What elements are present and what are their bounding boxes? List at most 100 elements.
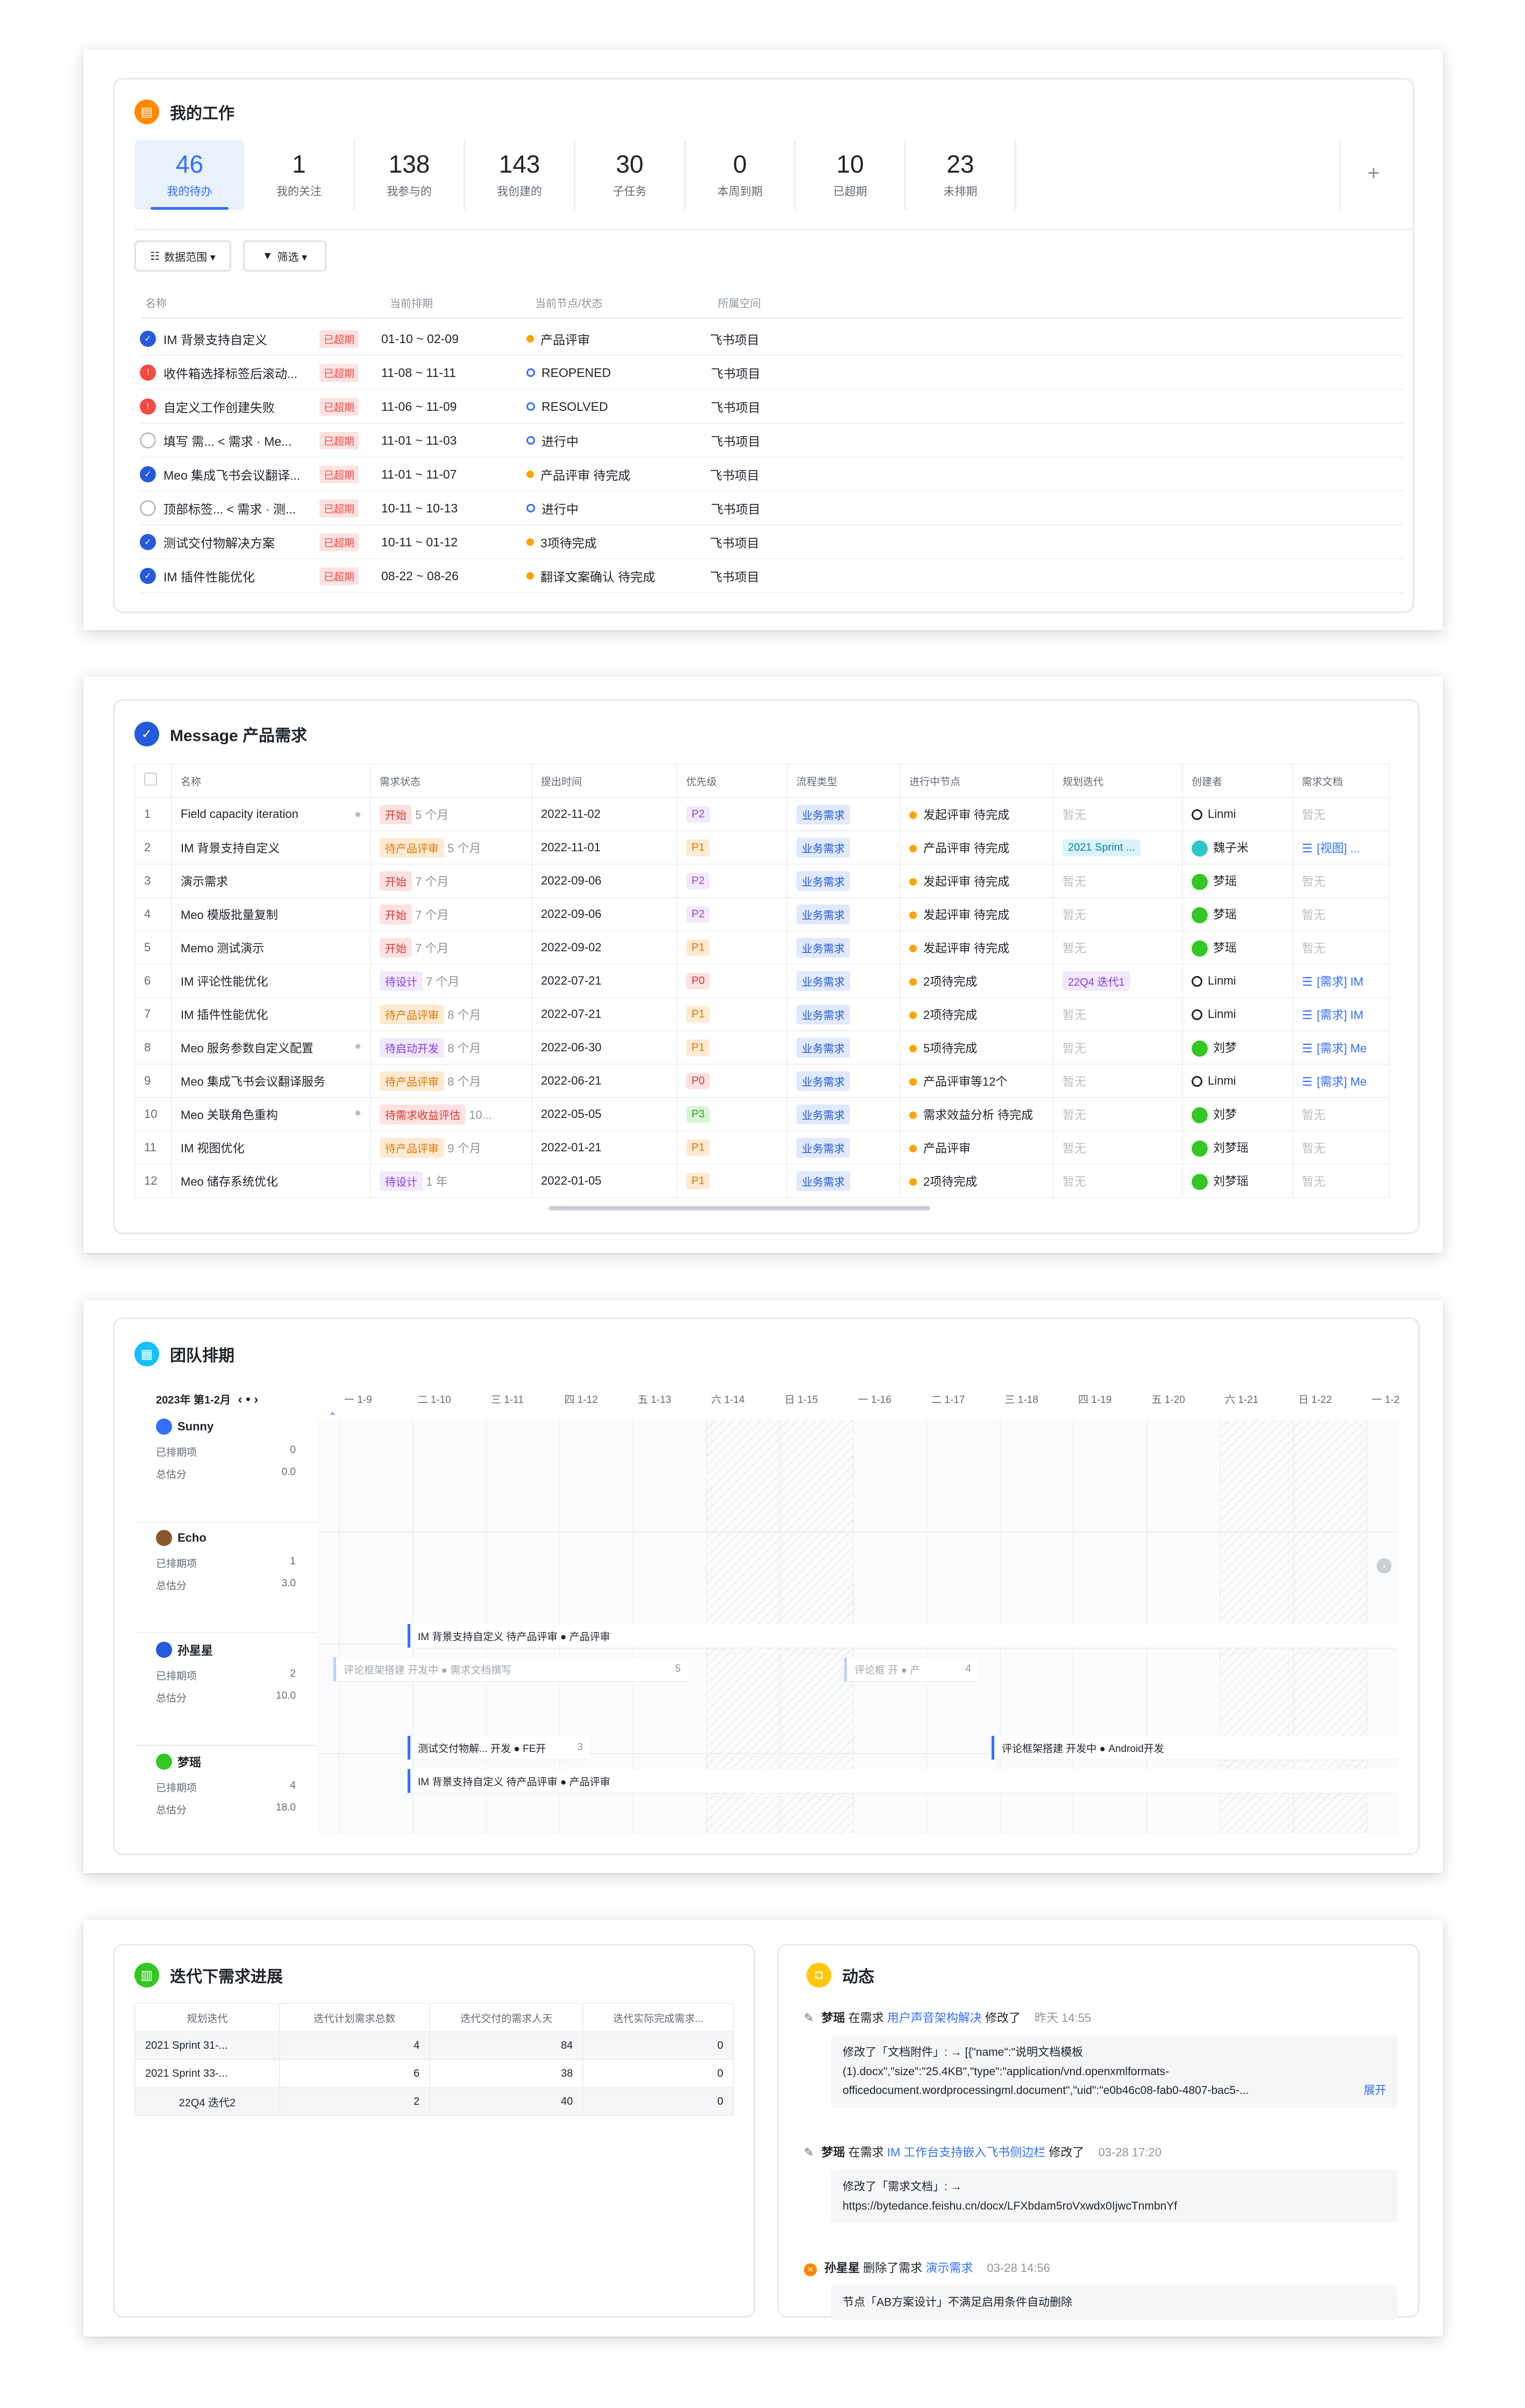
status-cell[interactable]: 开始 7 个月 bbox=[370, 864, 532, 898]
col-header[interactable]: 名称 bbox=[171, 764, 371, 798]
iteration-cell[interactable]: 暂无 bbox=[1053, 1064, 1183, 1098]
col-header[interactable]: 优先级 bbox=[676, 764, 788, 798]
col-header[interactable]: 创建者 bbox=[1182, 764, 1293, 798]
data-range-button[interactable]: ☷ 数据范围 ▾ bbox=[134, 240, 231, 272]
table-row[interactable]: 8 Meo 服务参数自定义配置 ● 待启动开发 8 个月 2022-06-30 P… bbox=[134, 1030, 1390, 1065]
priority-cell[interactable]: P1 bbox=[676, 997, 788, 1031]
work-row[interactable]: ✓ IM 背景支持自定义 已超期 01-10 ~ 02-09 产品评审 飞书项目 bbox=[140, 323, 1403, 356]
horizontal-scrollbar[interactable] bbox=[548, 1206, 930, 1210]
doc-cell[interactable]: 暂无 bbox=[1292, 864, 1390, 898]
req-name-cell[interactable]: Field capacity iteration ● bbox=[171, 797, 371, 831]
doc-cell[interactable]: ☰ [需求] Me bbox=[1292, 1064, 1390, 1098]
doc-link[interactable]: 暂无 bbox=[1302, 942, 1326, 955]
stat-created[interactable]: 143 我创建的 bbox=[465, 140, 575, 210]
iteration-cell[interactable]: 暂无 bbox=[1053, 797, 1183, 831]
table-row[interactable]: 22Q4 迭代2 2 40 0 bbox=[134, 2087, 734, 2116]
table-row[interactable]: 9 Meo 集成飞书会议翻译服务 待产品评审 8 个月 2022-06-21 P… bbox=[134, 1064, 1390, 1098]
iteration-cell[interactable]: 暂无 bbox=[1053, 1030, 1183, 1065]
schedule-bar[interactable]: 评论框架搭建 开发中 ● Android开发 bbox=[992, 1736, 1398, 1759]
expand-link[interactable]: 展开 bbox=[1360, 2081, 1386, 2101]
iteration-cell[interactable]: 暂无 bbox=[1053, 1164, 1183, 1198]
iteration-cell[interactable]: 暂无 bbox=[1053, 897, 1183, 931]
stat-unscheduled[interactable]: 23 未排期 bbox=[906, 140, 1016, 210]
priority-cell[interactable]: P1 bbox=[676, 1130, 788, 1165]
req-name-cell[interactable]: Meo 储存系统优化 bbox=[171, 1164, 371, 1198]
doc-link[interactable]: [需求] IM bbox=[1316, 975, 1364, 988]
doc-link[interactable]: 暂无 bbox=[1302, 875, 1326, 888]
comment-icon[interactable]: ● bbox=[354, 807, 361, 821]
team-member[interactable]: 梦瑶 已排期项 4 总估分 18.0 bbox=[156, 1753, 296, 1816]
doc-cell[interactable]: ☰ [需求] IM bbox=[1292, 997, 1390, 1031]
priority-cell[interactable]: P0 bbox=[676, 1064, 788, 1098]
priority-cell[interactable]: P2 bbox=[676, 797, 788, 831]
owner-cell[interactable]: 魏子米 bbox=[1182, 830, 1293, 865]
owner-cell[interactable]: Linmi bbox=[1182, 964, 1293, 998]
req-name-cell[interactable]: IM 插件性能优化 bbox=[171, 997, 371, 1031]
req-name-cell[interactable]: IM 背景支持自定义 bbox=[171, 830, 371, 865]
priority-cell[interactable]: P0 bbox=[676, 964, 788, 998]
owner-cell[interactable]: Linmi bbox=[1182, 997, 1293, 1031]
req-name-cell[interactable]: Memo 测试演示 bbox=[171, 930, 371, 965]
team-member[interactable]: Sunny 已排期项 0 总估分 0.0 bbox=[156, 1419, 296, 1481]
table-row[interactable]: 2 IM 背景支持自定义 待产品评审 5 个月 2022-11-01 P1 业务… bbox=[134, 830, 1390, 865]
table-row[interactable]: 7 IM 插件性能优化 待产品评审 8 个月 2022-07-21 P1 业务需… bbox=[134, 997, 1390, 1031]
collapse-icon[interactable]: ⌃ bbox=[328, 1411, 337, 1423]
doc-cell[interactable]: ☰ [需求] IM bbox=[1292, 964, 1390, 998]
owner-cell[interactable]: 刘梦瑶 bbox=[1182, 1164, 1293, 1198]
owner-cell[interactable]: 梦瑶 bbox=[1182, 864, 1293, 898]
filter-button[interactable]: ▼ 筛选 ▾ bbox=[243, 240, 326, 272]
table-row[interactable]: 4 Meo 模版批量复制 开始 7 个月 2022-09-06 P2 业务需求 … bbox=[134, 897, 1390, 931]
doc-cell[interactable]: 暂无 bbox=[1292, 1164, 1390, 1198]
schedule-bar[interactable]: IM 背景支持自定义 待产品评审 ● 产品评审 bbox=[408, 1624, 1398, 1648]
status-cell[interactable]: 待设计 7 个月 bbox=[370, 964, 532, 998]
owner-cell[interactable]: 刘梦 bbox=[1182, 1030, 1293, 1065]
add-stat-button[interactable]: + bbox=[1367, 161, 1380, 185]
table-row[interactable]: 6 IM 评论性能优化 待设计 7 个月 2022-07-21 P0 业务需求 … bbox=[134, 964, 1390, 998]
owner-cell[interactable]: 梦瑶 bbox=[1182, 897, 1293, 931]
doc-cell[interactable]: 暂无 bbox=[1292, 897, 1390, 931]
doc-cell[interactable]: 暂无 bbox=[1292, 930, 1390, 965]
doc-cell[interactable]: ☰ [视图] ... bbox=[1292, 830, 1390, 865]
doc-link[interactable]: [需求] Me bbox=[1316, 1075, 1367, 1088]
col-header[interactable]: 迭代实际完成需求... bbox=[582, 2003, 734, 2032]
stat-participate[interactable]: 138 我参与的 bbox=[355, 140, 465, 210]
table-row[interactable]: 11 IM 视图优化 待产品评审 9 个月 2022-01-21 P1 业务需求… bbox=[134, 1130, 1390, 1165]
req-name-cell[interactable]: Meo 关联角色重构 ● bbox=[171, 1097, 371, 1131]
doc-link[interactable]: 暂无 bbox=[1302, 808, 1326, 822]
activity-target-link[interactable]: 演示需求 bbox=[925, 2261, 973, 2275]
iteration-cell[interactable]: 2021 Sprint ... bbox=[1053, 830, 1183, 865]
owner-cell[interactable]: Linmi bbox=[1182, 1064, 1293, 1098]
col-header[interactable]: 进行中节点 bbox=[900, 764, 1054, 798]
col-header[interactable]: 迭代交付的需求人天 bbox=[429, 2003, 584, 2032]
col-header[interactable]: 迭代计划需求总数 bbox=[279, 2003, 431, 2032]
doc-cell[interactable]: 暂无 bbox=[1292, 1130, 1390, 1165]
iteration-cell[interactable]: 暂无 bbox=[1053, 1130, 1183, 1165]
select-all-checkbox[interactable] bbox=[134, 764, 172, 798]
req-name-cell[interactable]: 演示需求 bbox=[171, 864, 371, 898]
activity-target-link[interactable]: 用户声音架构解决 bbox=[887, 2011, 982, 2025]
iteration-cell[interactable]: 暂无 bbox=[1053, 997, 1183, 1031]
iteration-cell[interactable]: 暂无 bbox=[1053, 930, 1183, 965]
work-row[interactable]: ✓ Meo 集成飞书会议翻译... 已超期 11-01 ~ 11-07 产品评审… bbox=[140, 458, 1403, 491]
doc-cell[interactable]: 暂无 bbox=[1292, 797, 1390, 831]
priority-cell[interactable]: P3 bbox=[676, 1097, 788, 1131]
scroll-right-icon[interactable]: › bbox=[1377, 1558, 1392, 1573]
doc-cell[interactable]: 暂无 bbox=[1292, 1097, 1390, 1131]
work-row[interactable]: ! 自定义工作创建失败 已超期 11-06 ~ 11-09 RESOLVED 飞… bbox=[140, 390, 1403, 424]
schedule-bar[interactable]: 测试交付物解... 开发 ● FE开 3 bbox=[408, 1736, 590, 1759]
col-header[interactable]: 需求文档 bbox=[1292, 764, 1390, 798]
stat-due-week[interactable]: 0 本周到期 bbox=[686, 140, 796, 210]
table-row[interactable]: 10 Meo 关联角色重构 ● 待需求收益评估 10... 2022-05-05 … bbox=[134, 1097, 1390, 1131]
table-row[interactable]: 12 Meo 储存系统优化 待设计 1 年 2022-01-05 P1 业务需求… bbox=[134, 1164, 1390, 1198]
stat-subtask[interactable]: 30 子任务 bbox=[575, 140, 686, 210]
table-row[interactable]: 2021 Sprint 31-... 4 84 0 bbox=[134, 2031, 734, 2060]
doc-link[interactable]: [需求] IM bbox=[1316, 1008, 1364, 1022]
activity-target-link[interactable]: IM 工作台支持嵌入飞书侧边栏 bbox=[887, 2146, 1046, 2159]
period-nav[interactable]: ‹ • › bbox=[238, 1392, 259, 1407]
team-member[interactable]: 孙星星 已排期项 2 总估分 10.0 bbox=[156, 1641, 296, 1705]
iteration-cell[interactable]: 22Q4 迭代1 bbox=[1053, 964, 1183, 998]
priority-cell[interactable]: P1 bbox=[676, 1164, 788, 1198]
schedule-bar[interactable]: 评论框架搭建 开发中 ● 需求文档撰写 5 bbox=[333, 1657, 688, 1681]
owner-cell[interactable]: 刘梦 bbox=[1182, 1097, 1293, 1131]
comment-icon[interactable]: ● bbox=[354, 1039, 361, 1052]
